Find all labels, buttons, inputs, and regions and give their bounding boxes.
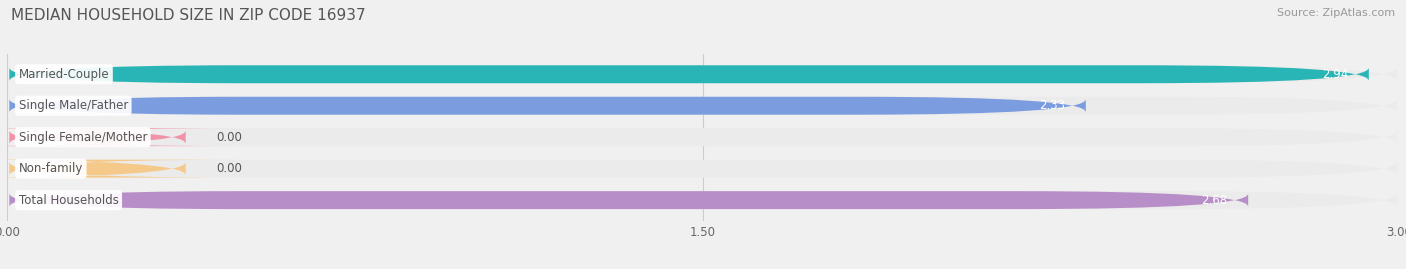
Text: Single Female/Mother: Single Female/Mother bbox=[18, 131, 148, 144]
Text: Total Households: Total Households bbox=[18, 194, 118, 207]
FancyBboxPatch shape bbox=[0, 128, 238, 146]
FancyBboxPatch shape bbox=[10, 65, 1396, 83]
Text: Married-Couple: Married-Couple bbox=[18, 68, 110, 81]
Text: Non-family: Non-family bbox=[18, 162, 83, 175]
FancyBboxPatch shape bbox=[10, 160, 1396, 178]
FancyBboxPatch shape bbox=[10, 191, 1396, 209]
FancyBboxPatch shape bbox=[10, 128, 1396, 146]
Text: 0.00: 0.00 bbox=[217, 162, 242, 175]
Text: 2.94: 2.94 bbox=[1322, 68, 1348, 81]
Text: 2.68: 2.68 bbox=[1201, 194, 1227, 207]
Text: Single Male/Father: Single Male/Father bbox=[18, 99, 128, 112]
FancyBboxPatch shape bbox=[10, 65, 1369, 83]
Text: MEDIAN HOUSEHOLD SIZE IN ZIP CODE 16937: MEDIAN HOUSEHOLD SIZE IN ZIP CODE 16937 bbox=[11, 8, 366, 23]
FancyBboxPatch shape bbox=[0, 160, 238, 178]
FancyBboxPatch shape bbox=[10, 191, 1249, 209]
Text: 2.33: 2.33 bbox=[1039, 99, 1064, 112]
Text: Source: ZipAtlas.com: Source: ZipAtlas.com bbox=[1277, 8, 1395, 18]
Text: 0.00: 0.00 bbox=[217, 131, 242, 144]
FancyBboxPatch shape bbox=[10, 97, 1396, 115]
FancyBboxPatch shape bbox=[10, 97, 1085, 115]
